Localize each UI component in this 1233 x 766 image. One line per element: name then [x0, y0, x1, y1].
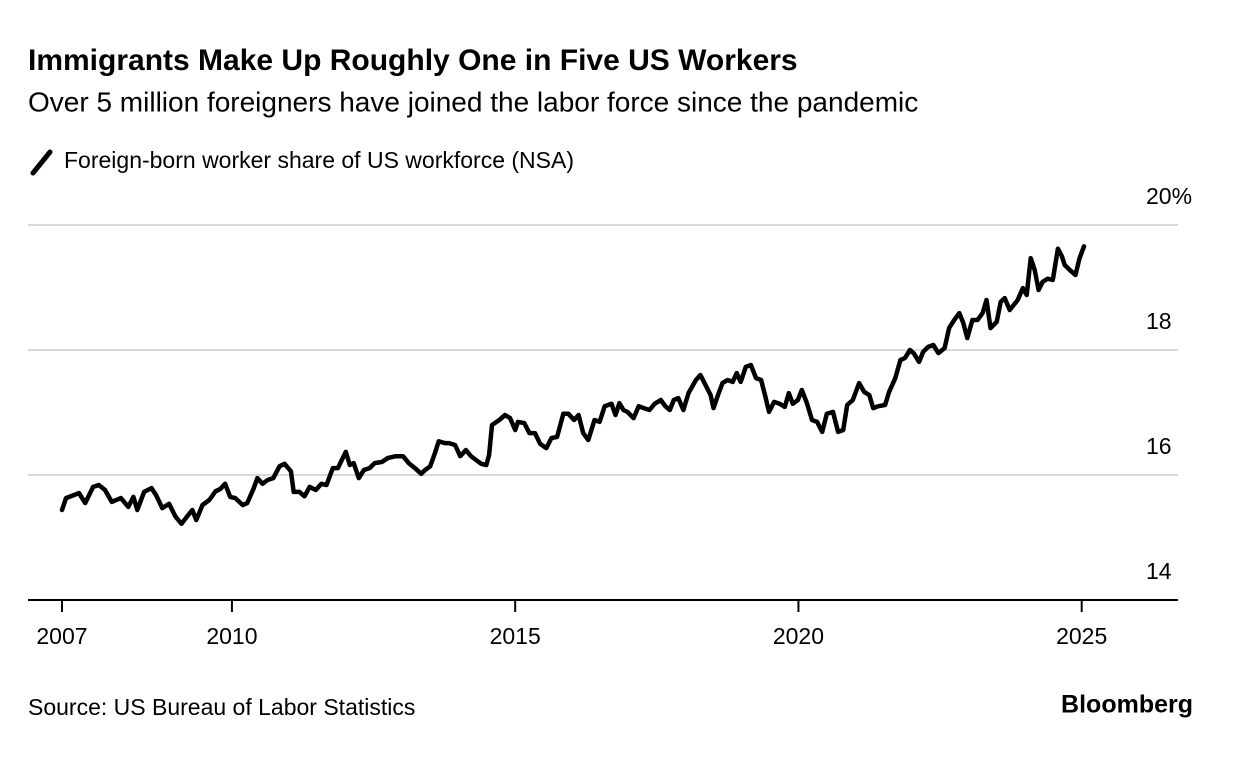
chart-title: Immigrants Make Up Roughly One in Five U…: [28, 44, 798, 77]
y-tick-label: 16: [1146, 433, 1172, 459]
x-tick-label: 2015: [490, 623, 541, 649]
legend-swatch: [30, 149, 53, 176]
source: Source: US Bureau of Labor Statistics: [28, 694, 415, 720]
x-tick-label: 2010: [206, 623, 257, 649]
legend-label: Foreign-born worker share of US workforc…: [64, 147, 574, 173]
x-tick-label: 2025: [1056, 623, 1107, 649]
x-tick-label: 2007: [36, 623, 87, 649]
x-tick-label: 2020: [773, 623, 824, 649]
y-tick-label: 18: [1146, 308, 1172, 334]
brand: Bloomberg: [1061, 691, 1193, 719]
y-tick-label: 14: [1146, 558, 1172, 584]
data-line: [59, 244, 1087, 527]
chart-subtitle: Over 5 million foreigners have joined th…: [28, 86, 918, 117]
y-tick-label: 20%: [1146, 183, 1192, 209]
